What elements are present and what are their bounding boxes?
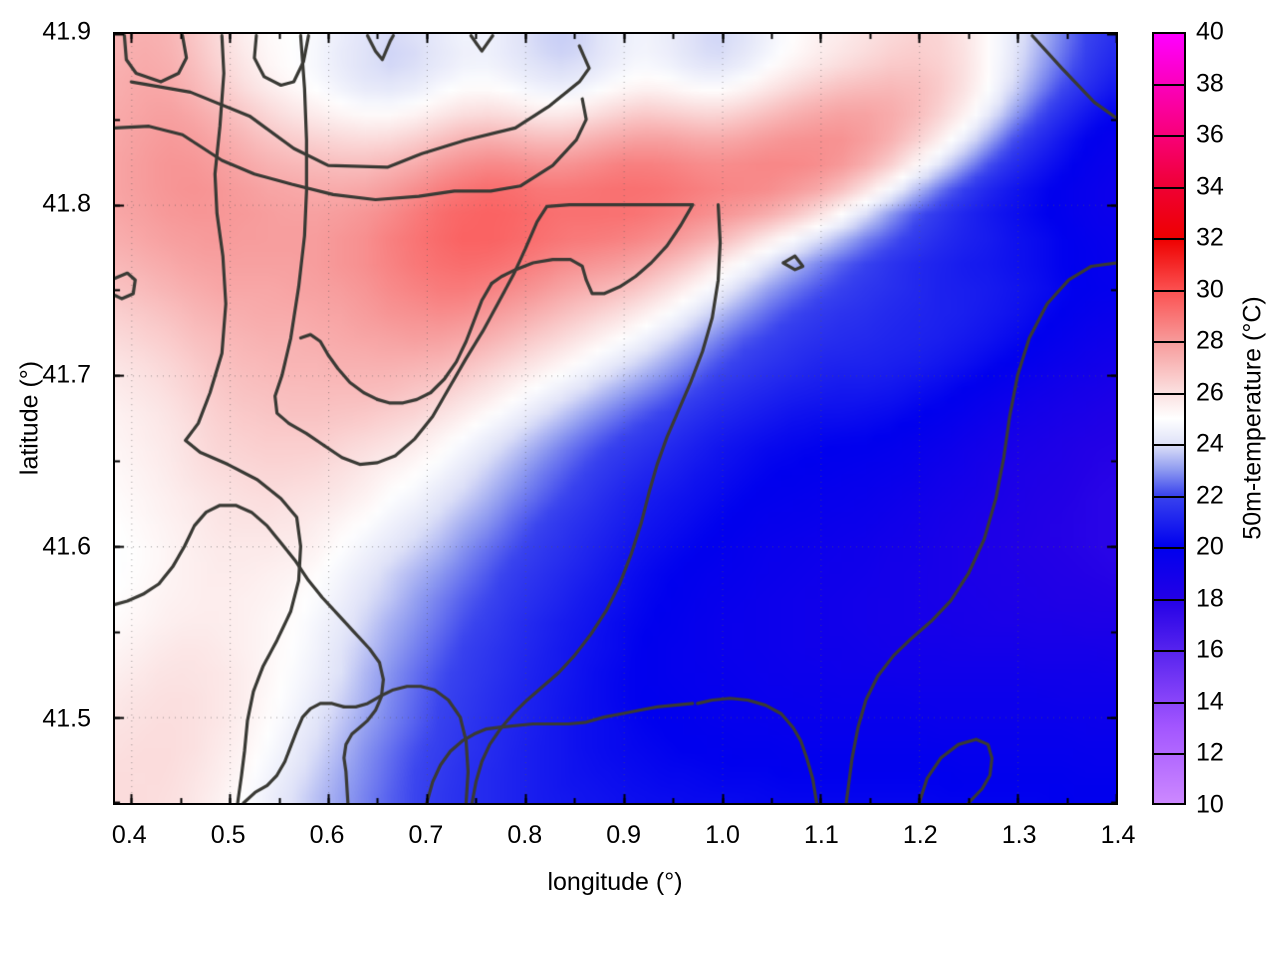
colorbar-tick-label: 18: [1196, 584, 1224, 613]
x-tick-label: 0.5: [210, 821, 246, 849]
colorbar-tick-mark: [1152, 186, 1186, 189]
x-tick-label: 1.1: [804, 821, 839, 849]
colorbar-tick-label: 38: [1196, 69, 1224, 98]
colorbar-tick-mark: [1152, 83, 1186, 86]
colorbar-tick-label: 30: [1196, 275, 1224, 304]
y-tick-label: 41.5: [42, 704, 91, 733]
y-tick-label: 41.8: [42, 189, 91, 218]
colorbar-tick-mark: [1152, 598, 1186, 601]
y-axis-title: latitude (°): [15, 360, 44, 476]
colorbar-tick-mark: [1152, 444, 1186, 447]
x-tick-label: 1.2: [902, 821, 938, 849]
colorbar-tick-label: 12: [1196, 738, 1224, 767]
x-tick-label: 1.4: [1100, 821, 1136, 849]
colorbar-tick-label: 10: [1196, 790, 1224, 819]
colorbar-tick-mark: [1152, 495, 1186, 498]
colorbar-tick-label: 32: [1196, 223, 1224, 252]
colorbar-tick-mark: [1152, 341, 1186, 344]
y-tick-label: 41.6: [42, 532, 91, 561]
colorbar-tick-mark: [1152, 753, 1186, 756]
colorbar-tick-label: 24: [1196, 429, 1224, 458]
colorbar-tick-mark: [1152, 701, 1186, 704]
colorbar-tick-label: 16: [1196, 635, 1224, 664]
colorbar-tick-mark: [1152, 135, 1186, 138]
colorbar-tick-label: 40: [1196, 17, 1224, 46]
colorbar-tick-mark: [1152, 289, 1186, 292]
colorbar-tick-label: 26: [1196, 378, 1224, 407]
colorbar-tick-label: 34: [1196, 172, 1224, 201]
colorbar-tick-mark: [1152, 392, 1186, 395]
colorbar-tick-label: 36: [1196, 120, 1224, 149]
colorbar-tick-label: 28: [1196, 326, 1224, 355]
x-tick-label: 0.7: [408, 821, 444, 849]
y-tick-label: 41.9: [42, 17, 91, 46]
x-tick-label: 0.8: [507, 821, 543, 849]
heatmap-canvas: [115, 34, 1116, 803]
y-tick-label: 41.7: [42, 360, 91, 389]
colorbar-tick-mark: [1152, 650, 1186, 653]
x-tick-label: 0.6: [309, 821, 345, 849]
colorbar-title: 50m-temperature (°C): [1238, 296, 1267, 540]
x-tick-label: 1.3: [1001, 821, 1037, 849]
colorbar-gradient: [1154, 34, 1184, 803]
colorbar-tick-label: 20: [1196, 532, 1224, 561]
colorbar-tick-mark: [1152, 238, 1186, 241]
x-tick-label: 0.9: [606, 821, 642, 849]
colorbar-tick-label: 22: [1196, 481, 1224, 510]
plot-area: [113, 32, 1118, 805]
x-axis-title: longitude (°): [547, 868, 683, 896]
colorbar-tick-mark: [1152, 547, 1186, 550]
colorbar: [1152, 32, 1186, 805]
colorbar-tick-label: 14: [1196, 687, 1224, 716]
x-tick-label: 1.0: [705, 821, 740, 849]
x-tick-label: 0.4: [111, 821, 147, 849]
